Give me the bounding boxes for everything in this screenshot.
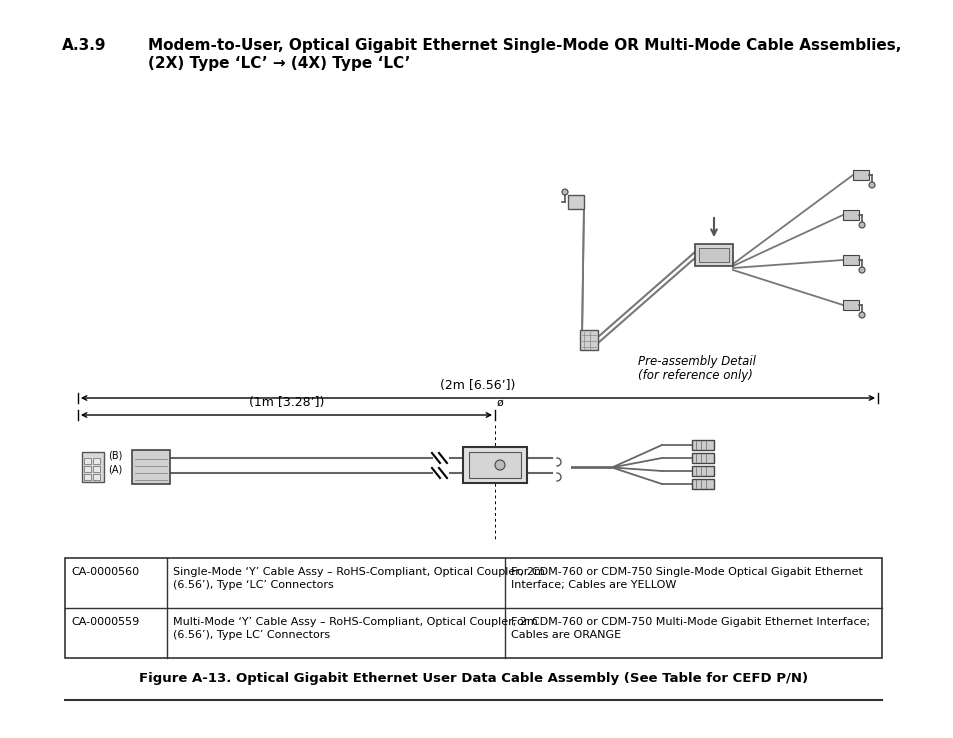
- Text: A.3.9: A.3.9: [62, 38, 107, 53]
- Bar: [579, 330, 598, 350]
- Bar: [567, 195, 583, 209]
- Bar: [691, 440, 713, 450]
- Bar: [691, 466, 713, 476]
- Bar: [691, 453, 713, 463]
- Text: Modem-to-User, Optical Gigabit Ethernet Single-Mode OR Multi-Mode Cable Assembli: Modem-to-User, Optical Gigabit Ethernet …: [148, 38, 901, 53]
- Bar: [92, 466, 100, 472]
- Text: For CDM-760 or CDM-750 Multi-Mode Gigabit Ethernet Interface;
Cables are ORANGE: For CDM-760 or CDM-750 Multi-Mode Gigabi…: [511, 617, 869, 640]
- Bar: [82, 452, 104, 482]
- Text: Figure A-13. Optical Gigabit Ethernet User Data Cable Assembly (See Table for CE: Figure A-13. Optical Gigabit Ethernet Us…: [139, 672, 807, 685]
- Bar: [92, 458, 100, 464]
- Bar: [132, 450, 170, 484]
- Text: (1m [3.28’]): (1m [3.28’]): [249, 396, 324, 409]
- Bar: [84, 474, 91, 480]
- Bar: [92, 474, 100, 480]
- Text: Single-Mode ‘Y’ Cable Assy – RoHS-Compliant, Optical Coupler, 2m
(6.56’), Type ‘: Single-Mode ‘Y’ Cable Assy – RoHS-Compli…: [172, 567, 544, 590]
- Circle shape: [495, 460, 504, 470]
- Bar: [84, 458, 91, 464]
- Circle shape: [868, 182, 874, 188]
- Bar: [691, 479, 713, 489]
- Text: (2X) Type ‘LC’ → (4X) Type ‘LC’: (2X) Type ‘LC’ → (4X) Type ‘LC’: [148, 56, 410, 71]
- Text: CA-0000559: CA-0000559: [71, 617, 139, 627]
- Text: (for reference only): (for reference only): [638, 369, 752, 382]
- Text: For CDM-760 or CDM-750 Single-Mode Optical Gigabit Ethernet
Interface; Cables ar: For CDM-760 or CDM-750 Single-Mode Optic…: [511, 567, 862, 590]
- Text: (A): (A): [108, 465, 122, 475]
- Bar: [84, 466, 91, 472]
- Bar: [65, 558, 882, 658]
- Circle shape: [858, 267, 864, 273]
- Text: CA-0000560: CA-0000560: [71, 567, 139, 577]
- Bar: [852, 170, 868, 180]
- Text: Multi-Mode ‘Y’ Cable Assy – RoHS-Compliant, Optical Coupler, 2m
(6.56’), Type LC: Multi-Mode ‘Y’ Cable Assy – RoHS-Complia…: [172, 617, 537, 640]
- Bar: [842, 210, 858, 220]
- Text: (B): (B): [108, 450, 122, 460]
- Circle shape: [858, 222, 864, 228]
- Bar: [699, 248, 728, 262]
- Bar: [469, 452, 520, 478]
- Bar: [462, 447, 526, 483]
- Bar: [695, 244, 732, 266]
- Bar: [842, 255, 858, 265]
- Circle shape: [858, 312, 864, 318]
- Text: Pre-assembly Detail: Pre-assembly Detail: [638, 355, 755, 368]
- Bar: [842, 300, 858, 310]
- Text: (2m [6.56’]): (2m [6.56’]): [440, 379, 516, 392]
- Circle shape: [561, 189, 567, 195]
- Text: ø: ø: [497, 398, 503, 408]
